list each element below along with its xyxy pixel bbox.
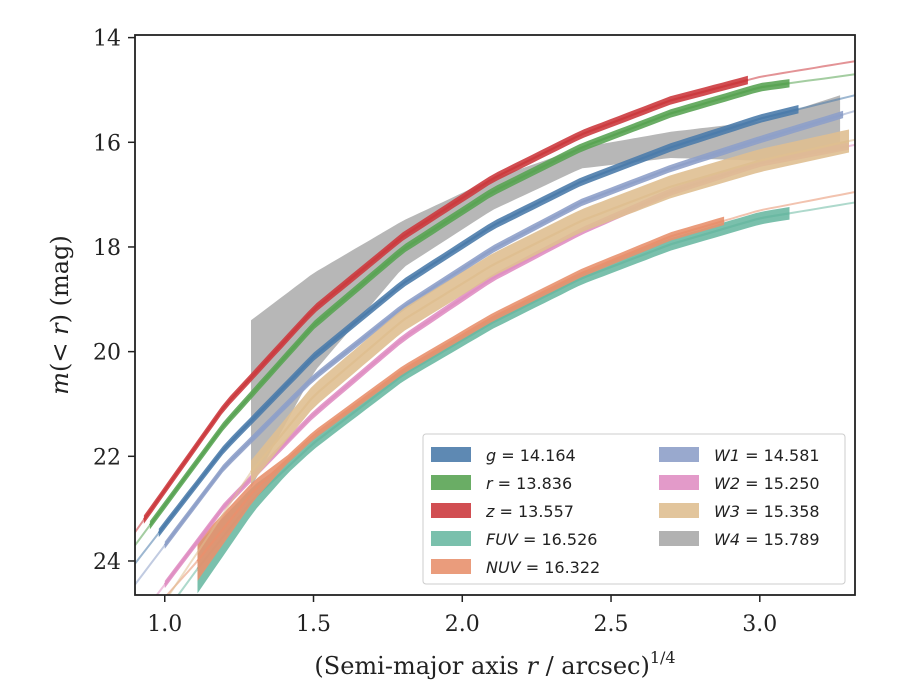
y-tick-label: 20 bbox=[93, 341, 121, 366]
legend-swatch-z bbox=[431, 503, 471, 518]
legend-label-nuv: NUV = 16.322 bbox=[486, 558, 600, 577]
legend-frame bbox=[422, 433, 846, 585]
series-line-nuv bbox=[196, 219, 725, 562]
series-w1 bbox=[135, 109, 855, 586]
legend-label-r: r = 13.836 bbox=[486, 474, 572, 493]
series-line-r bbox=[149, 82, 790, 526]
plot-frame bbox=[134, 34, 856, 596]
legend-swatch-fuv bbox=[431, 531, 471, 546]
legend: g = 14.164 r = 13.836 z = 13.557 FUV = 16.5… bbox=[422, 433, 846, 585]
series-r bbox=[135, 73, 855, 546]
x-tick-label: 3.0 bbox=[742, 612, 777, 637]
series-line-w3 bbox=[250, 139, 850, 473]
x-tick-label: 1.5 bbox=[296, 612, 331, 637]
legend-swatch-w3 bbox=[659, 503, 699, 518]
series-line-w1 bbox=[163, 113, 844, 546]
series-g bbox=[135, 94, 855, 565]
series-w3 bbox=[167, 129, 855, 595]
series-band-w3 bbox=[251, 129, 849, 484]
y-tick-label: 14 bbox=[93, 27, 121, 52]
series-line-g bbox=[157, 108, 799, 534]
legend-label-w3: W3 = 15.358 bbox=[714, 502, 820, 521]
legend-label-z: z = 13.557 bbox=[485, 502, 574, 521]
legend-swatch-w2 bbox=[659, 475, 699, 490]
x-tick-label: 2.5 bbox=[594, 612, 629, 637]
x-ticks: 1.0 1.5 2.0 2.5 3.0 bbox=[147, 595, 777, 637]
y-tick-label: 24 bbox=[93, 550, 121, 575]
x-tick-label: 2.0 bbox=[445, 612, 480, 637]
legend-label-w1: W1 = 14.581 bbox=[714, 446, 820, 465]
legend-label-fuv: FUV = 16.526 bbox=[486, 530, 597, 549]
legend-label-g: g = 14.164 bbox=[486, 446, 576, 465]
legend-swatch-g bbox=[431, 447, 471, 462]
y-ticks: 14 16 18 20 22 24 bbox=[93, 27, 135, 575]
legend-swatch-nuv bbox=[431, 559, 471, 574]
series-nuv bbox=[165, 191, 855, 595]
legend-swatch-w1 bbox=[659, 447, 699, 462]
x-axis-label: (Semi-major axis r / arcsec)1/4 bbox=[314, 648, 675, 680]
y-tick-label: 18 bbox=[93, 236, 121, 261]
legend-swatch-r bbox=[431, 475, 471, 490]
legend-label-w4: W4 = 15.789 bbox=[714, 530, 820, 549]
series-layer bbox=[135, 60, 855, 595]
series-z bbox=[135, 60, 855, 533]
y-tick-label: 16 bbox=[93, 131, 121, 156]
legend-swatch-w4 bbox=[659, 531, 699, 546]
y-axis-label: m(< r) (mag) bbox=[46, 235, 74, 395]
legend-label-w2: W2 = 15.250 bbox=[714, 474, 820, 493]
series-fuv bbox=[177, 201, 855, 595]
series-line-fuv bbox=[196, 212, 790, 570]
series-line-z bbox=[143, 78, 749, 521]
y-tick-label: 22 bbox=[93, 445, 121, 470]
x-tick-label: 1.0 bbox=[147, 612, 182, 637]
